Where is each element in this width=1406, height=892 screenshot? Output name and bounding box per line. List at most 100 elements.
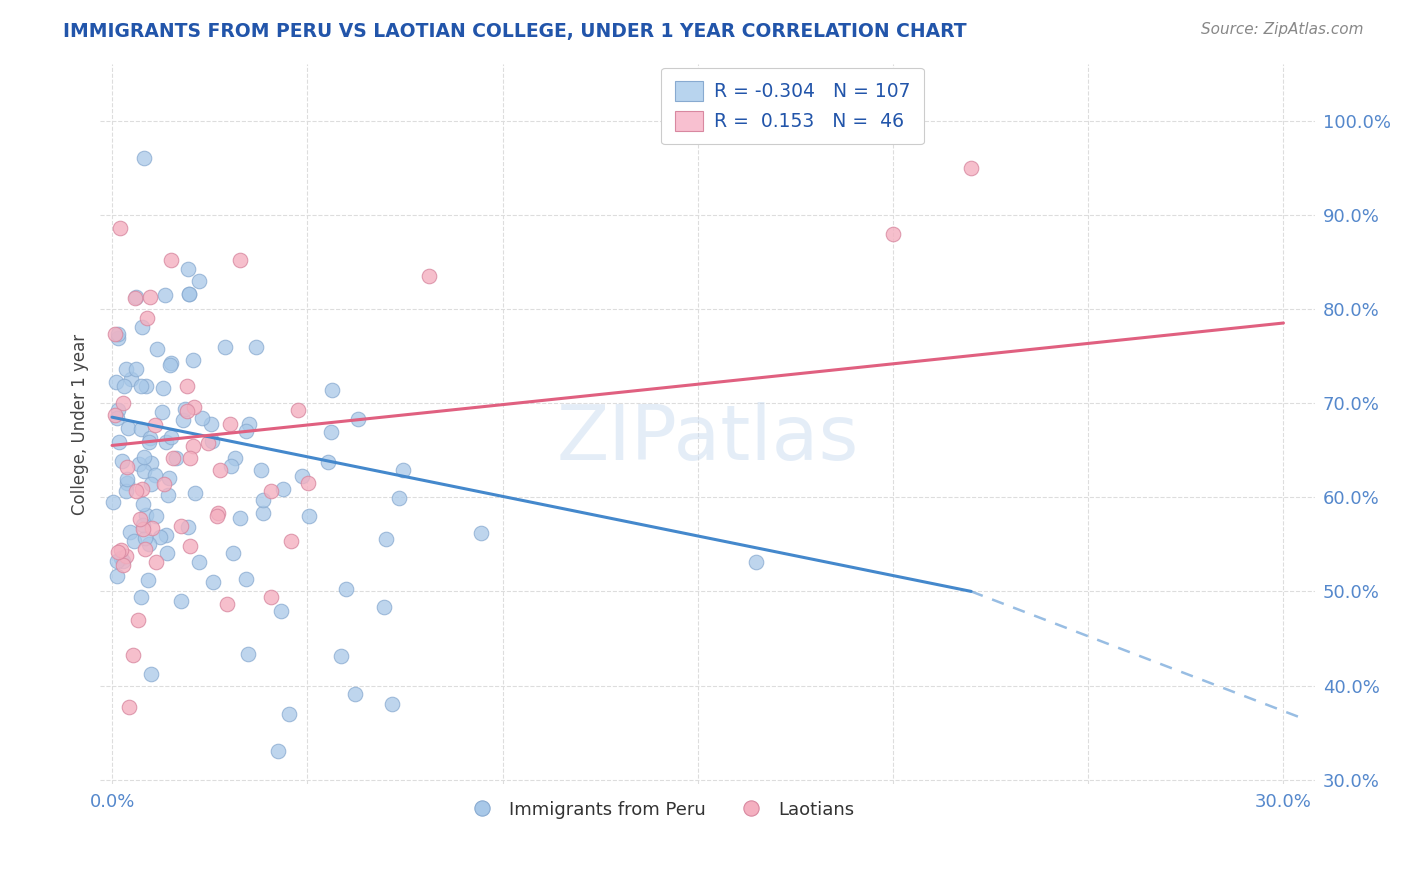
Point bbox=[375, 532, 398, 546]
Point bbox=[132, 450, 155, 464]
Point bbox=[179, 451, 201, 466]
Point bbox=[745, 555, 768, 569]
Point bbox=[181, 352, 204, 367]
Point bbox=[179, 539, 201, 553]
Point bbox=[260, 590, 283, 604]
Point bbox=[139, 290, 162, 304]
Point bbox=[145, 556, 167, 570]
Point bbox=[114, 361, 136, 376]
Point bbox=[470, 525, 492, 540]
Point bbox=[139, 456, 162, 470]
Point bbox=[152, 477, 174, 491]
Point bbox=[124, 291, 146, 305]
Point bbox=[134, 151, 156, 165]
Point bbox=[143, 468, 166, 483]
Point bbox=[344, 686, 367, 700]
Point bbox=[127, 613, 149, 627]
Point bbox=[228, 511, 250, 525]
Point bbox=[162, 451, 184, 466]
Point bbox=[381, 697, 404, 711]
Point bbox=[321, 383, 343, 397]
Point bbox=[110, 551, 132, 566]
Point bbox=[134, 464, 156, 478]
Point bbox=[105, 411, 128, 425]
Point bbox=[207, 506, 229, 520]
Point bbox=[197, 436, 219, 450]
Point bbox=[105, 569, 128, 583]
Point bbox=[156, 546, 179, 560]
Point bbox=[157, 471, 180, 485]
Point bbox=[107, 402, 129, 417]
Point bbox=[174, 402, 197, 417]
Point bbox=[104, 376, 127, 390]
Point bbox=[139, 666, 162, 681]
Point bbox=[245, 340, 267, 354]
Point bbox=[115, 484, 138, 499]
Point bbox=[131, 320, 153, 334]
Point bbox=[252, 507, 274, 521]
Point bbox=[187, 555, 209, 569]
Point bbox=[135, 378, 157, 392]
Point bbox=[155, 287, 177, 301]
Text: IMMIGRANTS FROM PERU VS LAOTIAN COLLEGE, UNDER 1 YEAR CORRELATION CHART: IMMIGRANTS FROM PERU VS LAOTIAN COLLEGE,… bbox=[63, 22, 967, 41]
Point bbox=[235, 425, 257, 439]
Point bbox=[125, 361, 148, 376]
Point bbox=[159, 253, 181, 268]
Point bbox=[129, 512, 152, 526]
Point bbox=[238, 417, 260, 431]
Point bbox=[122, 533, 145, 548]
Point bbox=[134, 531, 156, 545]
Point bbox=[391, 463, 413, 477]
Point bbox=[179, 286, 201, 301]
Point bbox=[135, 508, 157, 523]
Point bbox=[155, 528, 177, 542]
Point bbox=[122, 648, 145, 662]
Point bbox=[260, 484, 283, 499]
Text: Source: ZipAtlas.com: Source: ZipAtlas.com bbox=[1201, 22, 1364, 37]
Point bbox=[297, 475, 319, 490]
Point bbox=[218, 417, 240, 432]
Point bbox=[156, 488, 179, 502]
Point bbox=[190, 411, 212, 425]
Point bbox=[280, 533, 302, 548]
Point bbox=[222, 546, 245, 560]
Point bbox=[207, 508, 229, 523]
Point bbox=[172, 413, 194, 427]
Point bbox=[111, 558, 134, 573]
Point bbox=[236, 647, 259, 661]
Point bbox=[170, 593, 193, 607]
Point bbox=[108, 221, 131, 235]
Point bbox=[176, 404, 198, 418]
Point bbox=[145, 509, 167, 524]
Point bbox=[152, 381, 174, 395]
Point bbox=[170, 519, 193, 533]
Point bbox=[141, 477, 163, 491]
Point bbox=[103, 495, 125, 509]
Point bbox=[115, 460, 138, 475]
Point bbox=[208, 463, 231, 477]
Point bbox=[149, 530, 172, 544]
Point bbox=[150, 405, 173, 419]
Point bbox=[105, 554, 128, 568]
Point bbox=[177, 287, 200, 301]
Point bbox=[132, 518, 155, 533]
Point bbox=[112, 378, 135, 392]
Point bbox=[214, 339, 236, 353]
Point bbox=[160, 356, 183, 370]
Point bbox=[129, 422, 152, 436]
Point bbox=[125, 484, 148, 499]
Point bbox=[291, 469, 314, 483]
Point bbox=[229, 253, 252, 268]
Point bbox=[184, 486, 207, 500]
Point bbox=[335, 582, 357, 596]
Point bbox=[110, 542, 132, 557]
Point bbox=[160, 430, 183, 444]
Point bbox=[278, 706, 301, 721]
Point bbox=[104, 326, 127, 341]
Point bbox=[271, 482, 294, 496]
Point bbox=[155, 435, 177, 450]
Point bbox=[129, 590, 152, 604]
Point bbox=[346, 411, 368, 425]
Point bbox=[177, 520, 200, 534]
Point bbox=[132, 522, 155, 536]
